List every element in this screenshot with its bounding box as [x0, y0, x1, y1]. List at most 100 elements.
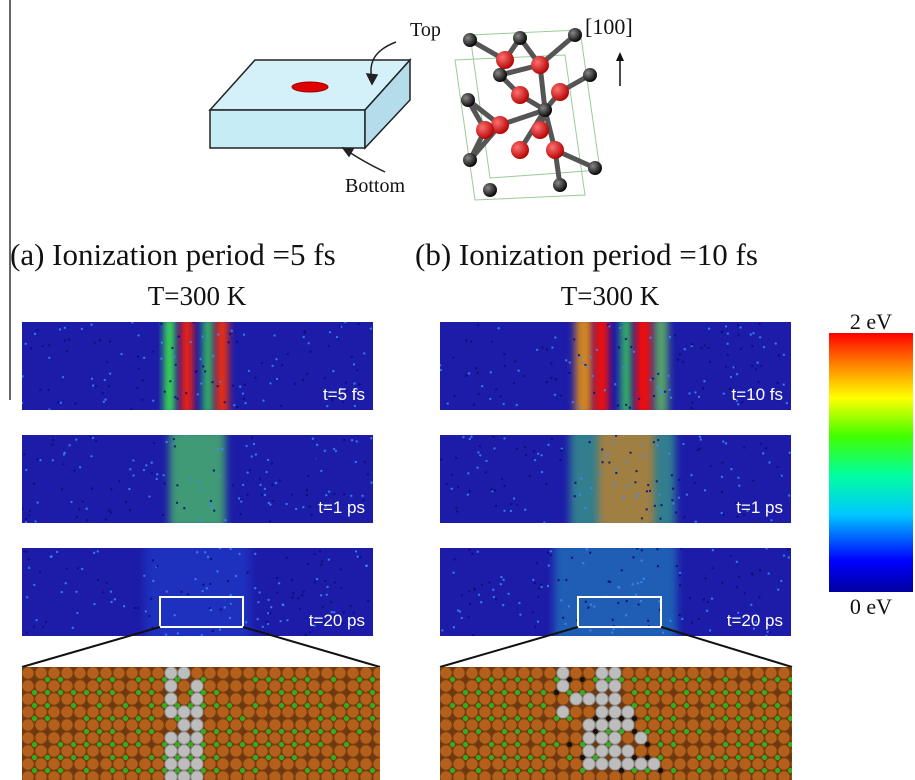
atom-speck — [738, 485, 740, 487]
atom-brown — [126, 732, 138, 744]
atom-speck — [536, 349, 538, 351]
atom-gray — [178, 732, 190, 744]
atom-speck — [229, 333, 231, 335]
atom-gray — [635, 758, 647, 770]
snapshot-time: t=1 ps — [736, 498, 783, 517]
atom-green — [801, 690, 806, 695]
atom-speck — [202, 584, 204, 586]
atom-speck — [27, 558, 29, 560]
atom-brown — [113, 667, 125, 679]
atom-speck — [138, 368, 140, 370]
atom-brown — [505, 680, 517, 692]
atom-speck — [72, 627, 74, 629]
atom-speck — [202, 489, 204, 491]
atom-speck — [47, 389, 49, 391]
atom-speck — [619, 327, 621, 329]
atom-brown — [765, 667, 777, 679]
atom-speck — [242, 392, 244, 394]
atom-speck — [301, 594, 303, 596]
atom-speck — [691, 343, 693, 345]
atom-speck — [614, 483, 616, 485]
atom-brown — [453, 680, 465, 692]
atom-speck — [354, 405, 356, 407]
atom-speck — [500, 576, 502, 578]
atom-speck — [36, 329, 38, 331]
atom-brown — [661, 732, 673, 744]
atom-speck — [339, 325, 341, 327]
atom-speck — [108, 385, 110, 387]
atom-speck — [590, 487, 592, 489]
atom-speck — [481, 583, 483, 585]
atom-speck — [533, 450, 535, 452]
atom-speck — [128, 488, 130, 490]
atom-brown — [334, 732, 346, 744]
atom-speck — [236, 341, 238, 343]
atom-brown — [61, 706, 73, 718]
atom-brown — [217, 680, 229, 692]
atom-brown — [635, 719, 647, 731]
atom-speck — [110, 591, 112, 593]
atom-speck — [709, 629, 711, 631]
atom-speck — [324, 580, 326, 582]
atom-speck — [440, 458, 442, 460]
atom-brown — [479, 706, 491, 718]
atom-speck — [303, 591, 305, 593]
atom-brown — [347, 706, 359, 718]
atom-speck — [472, 634, 474, 636]
atom-speck — [467, 616, 469, 618]
atom-gray — [622, 706, 634, 718]
atom-brown — [113, 771, 125, 780]
atom-speck — [79, 466, 81, 468]
atom-speck — [295, 508, 297, 510]
atom-brown — [752, 706, 764, 718]
atom-speck — [37, 458, 39, 460]
atom-speck — [513, 382, 515, 384]
atom-brown — [321, 732, 333, 744]
atom-speck — [39, 459, 41, 461]
atom-speck — [173, 356, 175, 358]
atom-brown — [440, 680, 452, 692]
atom-speck — [467, 472, 469, 474]
atom-speck — [173, 614, 175, 616]
atom-speck — [640, 559, 642, 561]
atom-brown — [256, 680, 268, 692]
atom-brown — [622, 693, 634, 705]
atom-speck — [540, 586, 542, 588]
atom-speck — [314, 581, 316, 583]
atom-speck — [658, 493, 660, 495]
atom-speck — [217, 448, 219, 450]
atom-speck — [787, 548, 789, 550]
atom-brown — [544, 771, 556, 780]
atom-brown — [492, 680, 504, 692]
atom-brown — [791, 719, 803, 731]
atom-speck — [690, 407, 692, 409]
atom-speck — [721, 512, 723, 514]
atom-speck — [204, 551, 206, 553]
atom-brown — [204, 758, 216, 770]
atom-speck — [492, 589, 494, 591]
atom-speck — [683, 516, 685, 518]
atom-speck — [516, 448, 518, 450]
atom-brown — [726, 771, 738, 780]
atom-speck — [304, 634, 306, 636]
atom-speck — [51, 443, 53, 445]
atom-speck — [344, 321, 346, 323]
atom-brown — [739, 771, 751, 780]
atom-speck — [259, 484, 261, 486]
atom-speck — [150, 472, 152, 474]
atom-speck — [134, 607, 136, 609]
atom-speck — [699, 436, 701, 438]
atom-speck — [441, 629, 443, 631]
atom-brown — [347, 758, 359, 770]
atom-speck — [565, 623, 567, 625]
atom-speck — [481, 385, 483, 387]
atom-speck — [789, 452, 791, 454]
atom-red — [531, 121, 549, 139]
atom-speck — [361, 495, 363, 497]
atom-gray — [609, 745, 621, 757]
atom-speck — [574, 482, 576, 484]
atom-brown — [152, 680, 164, 692]
atom-speck — [198, 482, 200, 484]
atom-speck — [640, 600, 642, 602]
atom-brown — [204, 693, 216, 705]
